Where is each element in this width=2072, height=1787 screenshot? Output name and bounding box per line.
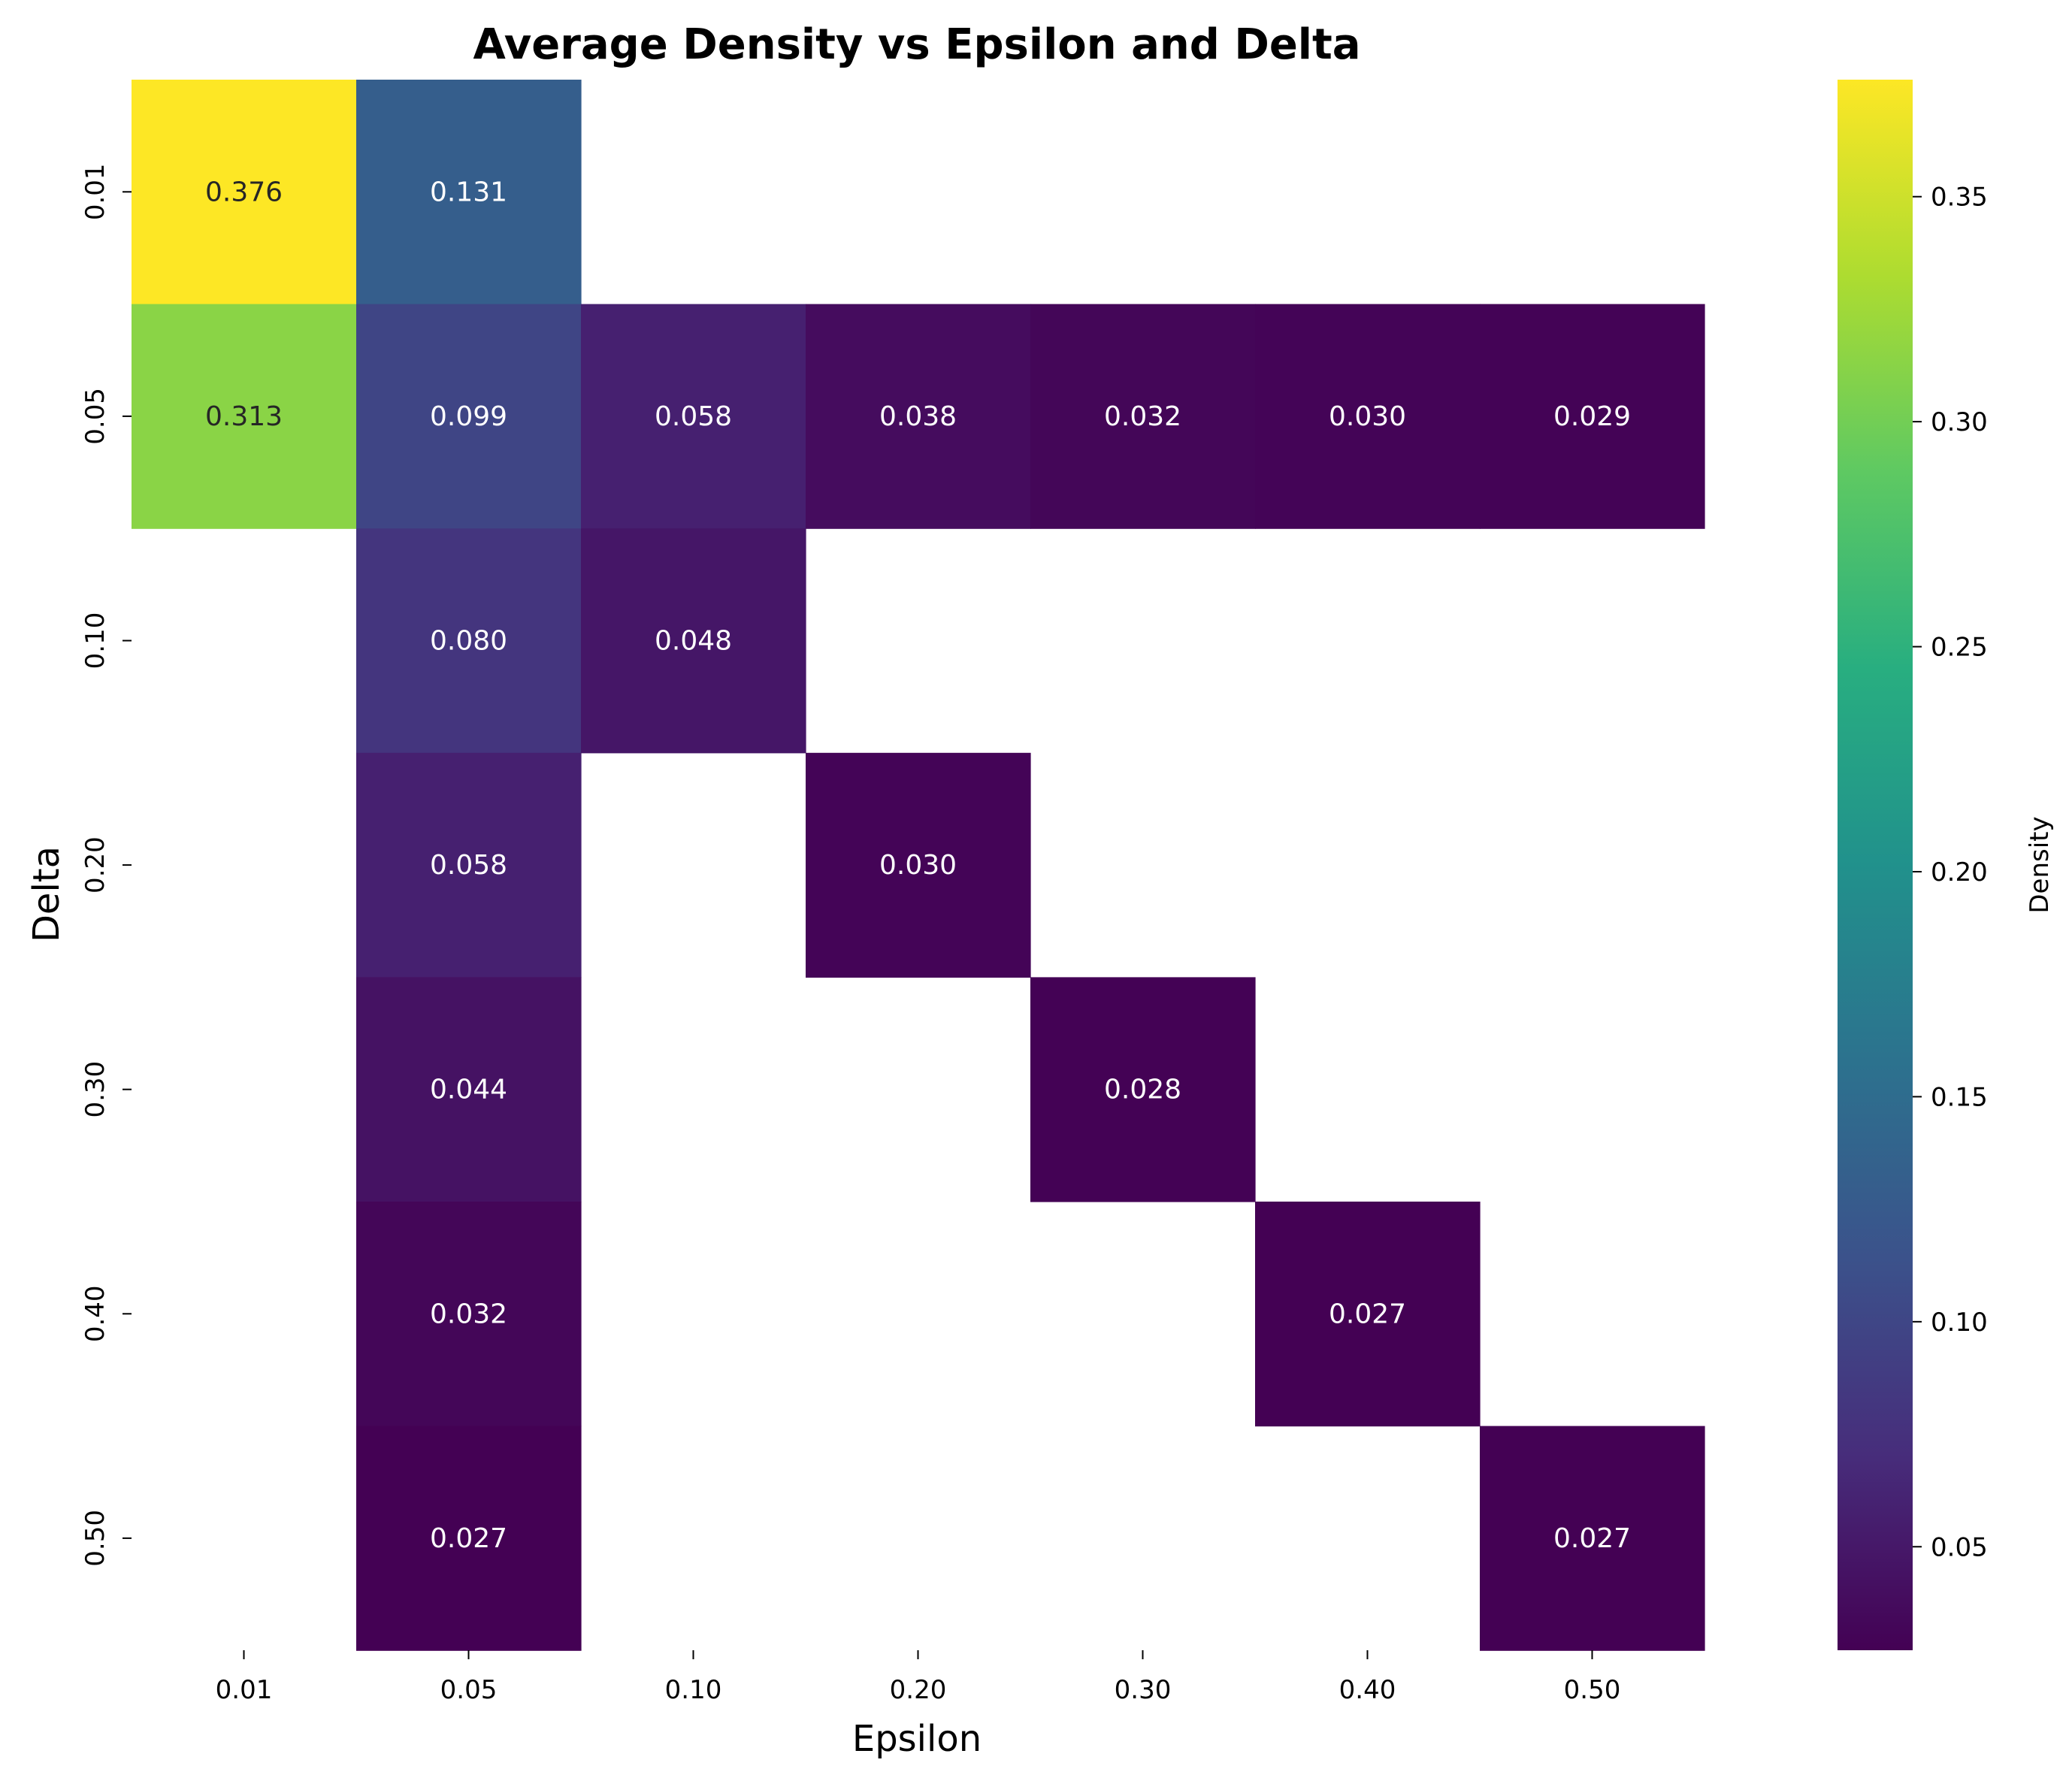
cell-value-label: 0.028 [1104, 1075, 1181, 1105]
colorbar-tick-label: 0.05 [1931, 1532, 1988, 1562]
x-tick-label: 0.20 [890, 1675, 947, 1705]
colorbar-tick-label: 0.25 [1931, 633, 1988, 663]
x-tick-label: 0.50 [1564, 1675, 1621, 1705]
heatmap-cell [1480, 304, 1705, 529]
heatmap-cell [356, 752, 582, 978]
cell-value-label: 0.058 [655, 401, 732, 432]
cell-value-label: 0.376 [205, 177, 283, 207]
colorbar-tick-label: 0.15 [1931, 1082, 1988, 1112]
y-axis-label: Delta [26, 846, 68, 942]
heatmap-cell [806, 752, 1031, 978]
cell-value-label: 0.032 [430, 1299, 507, 1329]
cell-value-label: 0.030 [1329, 401, 1406, 432]
cell-value-label: 0.027 [1329, 1299, 1406, 1329]
cell-value-label: 0.044 [430, 1075, 507, 1105]
cell-value-label: 0.027 [1553, 1523, 1631, 1554]
colorbar: Density 0.05 0.10 0.15 0.20 0.25 0.30 0.35 [1838, 80, 2055, 1650]
cell-value-label: 0.080 [430, 626, 507, 657]
y-tick-label: 0.20 [80, 836, 110, 894]
cell-value-label: 0.027 [430, 1523, 507, 1554]
y-tick-label: 0.10 [80, 612, 110, 670]
x-tick-label: 0.05 [440, 1675, 498, 1705]
y-tick-label: 0.40 [80, 1285, 110, 1342]
colorbar-tick-label: 0.30 [1931, 407, 1988, 437]
heatmap-cell [1030, 977, 1256, 1202]
heatmap-cell [1030, 304, 1256, 529]
heatmap-cell [581, 528, 806, 754]
cell-value-label: 0.131 [430, 177, 507, 207]
y-tick-label: 0.30 [80, 1061, 110, 1118]
heatmap-cell [356, 80, 582, 305]
x-tick-label: 0.30 [1115, 1675, 1172, 1705]
heatmap-cell [132, 304, 357, 529]
heatmap-cell [1255, 304, 1481, 529]
y-axis-ticks: 0.01 0.05 0.10 0.20 0.30 0.40 0.50 [80, 163, 132, 1567]
cell-value-label: 0.099 [430, 401, 507, 432]
colorbar-tick-label: 0.20 [1931, 857, 1988, 887]
heatmap-cell [356, 528, 582, 754]
heatmap-cell [356, 977, 582, 1202]
heatmap-cell [1255, 1202, 1481, 1427]
heatmap-cell [356, 1202, 582, 1427]
cell-value-label: 0.038 [879, 401, 957, 432]
y-tick-label: 0.50 [80, 1510, 110, 1567]
cell-value-label: 0.048 [655, 626, 732, 657]
x-tick-label: 0.10 [665, 1675, 722, 1705]
cell-value-label: 0.313 [205, 401, 283, 432]
heatmap-cell [356, 304, 582, 529]
colorbar-gradient [1838, 80, 1913, 1650]
heatmap-cell [581, 304, 806, 529]
colorbar-ticks: 0.05 0.10 0.15 0.20 0.25 0.30 0.35 [1913, 183, 1988, 1562]
x-tick-label: 0.40 [1339, 1675, 1396, 1705]
heatmap-cells [132, 80, 1705, 1651]
x-axis-label: Epsilon [852, 1718, 982, 1760]
cell-value-label: 0.058 [430, 850, 507, 881]
heatmap-cell [806, 304, 1031, 529]
cell-value-label: 0.029 [1553, 401, 1631, 432]
x-axis-ticks: 0.01 0.05 0.10 0.20 0.30 0.40 0.50 [216, 1650, 1621, 1705]
cell-value-label: 0.030 [879, 850, 957, 881]
chart-title: Average Density vs Epsilon and Delta [473, 20, 1360, 69]
cell-value-label: 0.032 [1104, 401, 1181, 432]
cell-annotations: 0.376 0.131 0.313 0.099 0.058 0.038 0.032 0.030… [205, 177, 1631, 1554]
heatmap-cell [132, 80, 357, 305]
heatmap-cell [1480, 1426, 1705, 1651]
colorbar-tick-label: 0.35 [1931, 183, 1988, 213]
heatmap-cell [356, 1426, 582, 1651]
y-tick-label: 0.01 [80, 163, 110, 220]
colorbar-label: Density [2025, 816, 2055, 913]
y-tick-label: 0.05 [80, 388, 110, 445]
colorbar-tick-label: 0.10 [1931, 1308, 1988, 1338]
x-tick-label: 0.01 [216, 1675, 273, 1705]
